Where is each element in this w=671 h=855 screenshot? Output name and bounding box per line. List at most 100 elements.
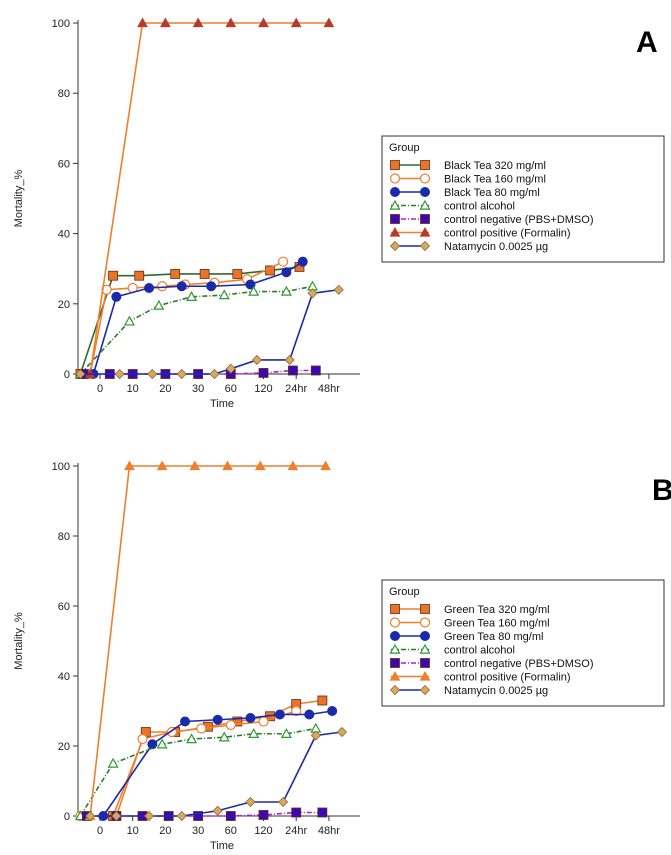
legend-marker — [389, 684, 401, 696]
series-line — [80, 288, 339, 375]
series-2 — [98, 706, 338, 821]
legend-marker — [419, 199, 431, 210]
series-line — [79, 266, 300, 375]
legend-marker — [390, 658, 400, 668]
legend-marker — [419, 226, 431, 237]
data-point — [193, 811, 204, 821]
data-point — [251, 354, 263, 366]
data-point — [153, 299, 165, 310]
data-point — [137, 17, 148, 28]
data-point — [111, 291, 122, 302]
legend-marker — [389, 199, 401, 210]
x-axis-label-a: Time — [210, 398, 234, 410]
legend-marker — [419, 173, 431, 184]
data-point — [189, 460, 201, 471]
legend-b: Group Green Tea 320 mg/ml Green Tea 160 mg… — [381, 579, 665, 707]
y-tick-label: 40 — [58, 229, 70, 241]
chart-panel-a: 0 20 40 60 80 100 0 10 20 30 60 120 24hr 48hr Mortali… — [13, 17, 665, 410]
data-point — [176, 810, 187, 822]
data-point — [245, 713, 256, 723]
data-point — [75, 368, 86, 380]
series-line — [79, 285, 313, 375]
x-tick-label: 10 — [127, 825, 139, 837]
series-2 — [88, 256, 308, 379]
x-tick-label: 48hr — [318, 383, 340, 395]
x-tick-label: 48hr — [318, 825, 340, 837]
y-tick-label: 80 — [58, 531, 70, 543]
data-point — [317, 807, 328, 818]
legend-label: control negative (PBS+DMSO) — [444, 658, 593, 670]
data-point — [124, 460, 135, 471]
legend-item: Black Tea 320 mg/ml — [390, 160, 546, 172]
series-3 — [74, 722, 322, 821]
y-tick-label: 20 — [58, 741, 70, 753]
legend-marker — [420, 214, 430, 224]
legend-box — [381, 135, 665, 263]
data-point — [206, 281, 217, 292]
legend-a: Group Black Tea 320 mg/ml Black Tea 160 mg… — [381, 135, 665, 263]
data-point — [284, 354, 295, 366]
legend-title: Group — [389, 586, 420, 598]
legend-item: Green Tea 320 mg/ml — [390, 604, 550, 616]
legend-item: control positive (Formalin) — [389, 670, 571, 684]
data-point — [170, 269, 181, 279]
legend-item: control alcohol — [389, 643, 515, 657]
plot-area-a: 0 20 40 60 80 100 0 10 20 30 60 120 24hr 48hr — [52, 17, 360, 395]
legend-item: Green Tea 160 mg/ml — [389, 617, 550, 630]
legend-label: Green Tea 320 mg/ml — [444, 604, 550, 616]
legend-marker — [419, 617, 431, 628]
legend-marker — [419, 684, 431, 696]
legend-item: control negative (PBS+DMSO) — [390, 658, 593, 670]
data-point — [212, 805, 223, 816]
legend-item: Natamycin 0.0025 µg — [389, 240, 548, 253]
data-point — [218, 289, 230, 300]
series-5 — [84, 460, 331, 821]
data-point — [280, 728, 292, 738]
legend-marker — [419, 670, 431, 681]
x-tick-label: 24hr — [285, 383, 307, 395]
legend-marker — [420, 631, 430, 641]
y-tick-label: 0 — [64, 369, 70, 381]
data-point — [108, 270, 118, 281]
legend-marker — [420, 187, 430, 197]
data-point — [258, 810, 269, 820]
legend-label: Black Tea 160 mg/ml — [444, 174, 546, 186]
series-line — [89, 465, 326, 817]
data-point — [258, 368, 269, 378]
x-tick-label: 60 — [225, 825, 237, 837]
x-axis-label-b: Time — [210, 840, 234, 852]
data-point — [156, 460, 168, 471]
legend-label: Green Tea 80 mg/ml — [444, 631, 543, 643]
x-tick-label: 30 — [192, 383, 204, 395]
legend-marker — [390, 631, 400, 641]
data-point — [254, 460, 266, 471]
data-point — [317, 695, 328, 706]
y-axis-label-a: Mortality_% — [13, 170, 25, 228]
legend-marker — [389, 643, 401, 654]
data-point — [280, 285, 292, 296]
data-point — [176, 281, 187, 292]
legend-marker — [390, 214, 400, 224]
data-point — [327, 706, 338, 716]
legend-marker — [389, 670, 401, 681]
legend-item: Black Tea 160 mg/ml — [389, 173, 546, 186]
legend-item: control alcohol — [389, 199, 515, 213]
data-point — [225, 17, 237, 28]
data-point — [85, 810, 96, 822]
data-point — [248, 728, 260, 738]
legend-marker — [389, 617, 401, 628]
series-6 — [75, 284, 344, 380]
x-tick-label: 120 — [254, 825, 272, 837]
data-point — [147, 368, 158, 380]
data-point — [310, 730, 321, 741]
data-point — [258, 716, 269, 727]
y-tick-label: 100 — [52, 461, 70, 473]
data-point — [281, 267, 292, 278]
data-point — [278, 796, 289, 808]
data-point — [291, 807, 302, 818]
y-tick-label: 60 — [58, 158, 70, 170]
y-tick-label: 60 — [58, 601, 70, 613]
x-tick-label: 10 — [127, 383, 139, 395]
x-tick-label: 24hr — [285, 825, 307, 837]
data-point — [111, 810, 122, 822]
